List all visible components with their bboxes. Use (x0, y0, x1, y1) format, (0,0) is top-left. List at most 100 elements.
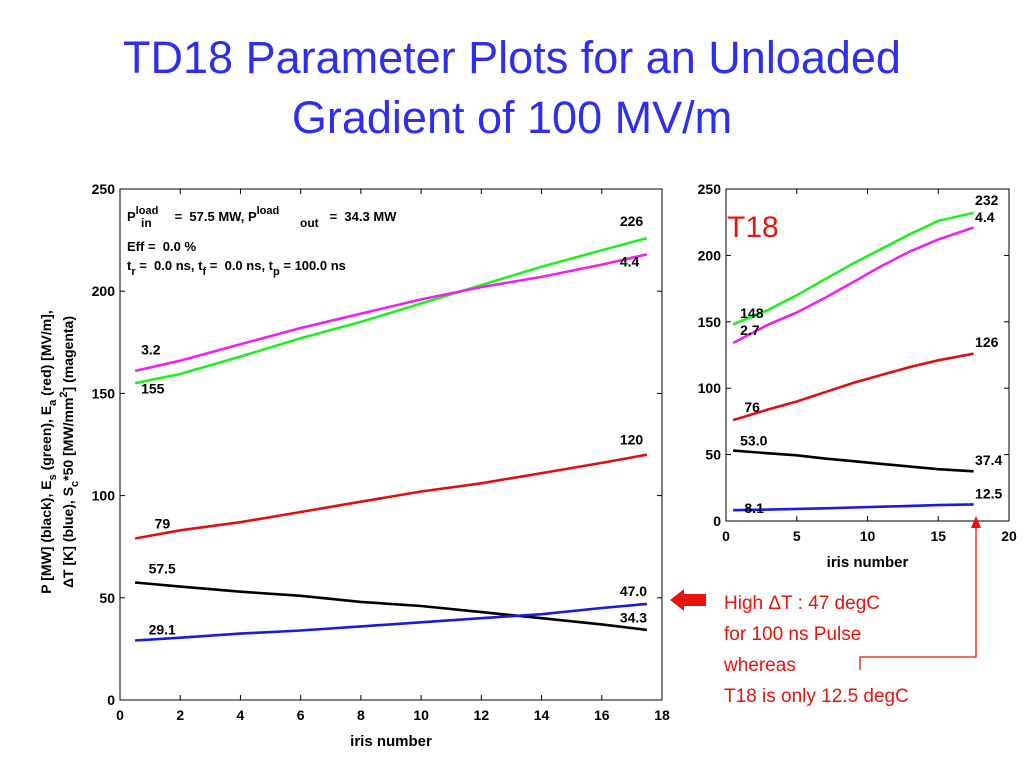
right-data-label: 2.7 (740, 322, 760, 338)
annotation-text: High ΔT : 47 degC for 100 ns Pulse where… (724, 588, 1004, 712)
ylabel2-part-d: 2 (58, 391, 70, 397)
connector-arrowhead-icon (971, 516, 981, 528)
left-xtick-label: 10 (413, 707, 429, 723)
right-xtick-label: 20 (1001, 528, 1017, 544)
ylabel1-part-c: (green), E (38, 406, 54, 474)
left-data-label: 34.3 (620, 609, 647, 625)
left-ytick-label: 150 (92, 385, 116, 401)
t-f-value: = 0.0 ns, (206, 258, 269, 273)
title-line-1: TD18 Parameter Plots for an Unloaded (123, 32, 901, 83)
ylabel1-part-e: (red) [MV/m], (38, 310, 54, 399)
right-ytick-label: 250 (698, 181, 722, 197)
p-out-sup: load (257, 205, 280, 217)
left-series-line-0 (134, 236, 648, 385)
right-ytick-label: 0 (713, 513, 721, 529)
left-data-label: 120 (620, 432, 644, 448)
left-series-line-2 (134, 453, 648, 540)
left-series-line-1 (134, 253, 648, 373)
left-xtick-label: 12 (474, 707, 490, 723)
ylabel2-part-a: ΔT [K] (blue), S (60, 487, 76, 588)
left-xtick-label: 8 (357, 707, 365, 723)
right-series-line-1 (732, 226, 975, 345)
right-data-label: 148 (740, 305, 764, 321)
right-ytick-label: 50 (705, 447, 721, 463)
t-r-sub: r (131, 266, 136, 278)
left-ytick-label: 250 (92, 181, 116, 197)
right-ytick-label: 150 (698, 314, 722, 330)
annotation-line-2: for 100 ns Pulse (724, 624, 862, 645)
right-xtick-label: 5 (793, 528, 801, 544)
slide-title: TD18 Parameter Plots for an Unloaded Gra… (0, 28, 1024, 148)
left-xtick-label: 2 (176, 707, 184, 723)
eff-label: Eff = 0.0 % (127, 239, 196, 254)
left-ylabel-line1: P [MW] (black), Es (green), Ea (red) [MV… (38, 310, 59, 593)
annotation-line-1: High ΔT : 47 degC (724, 593, 880, 614)
ylabel2-part-c: *50 [MW/mm (60, 398, 76, 481)
p-in-label: Pload in = 57.5 MW, Ploadout = 34.3 MW (127, 205, 397, 230)
p-in-sup: load (136, 205, 159, 217)
right-series-line-2 (732, 352, 974, 422)
p-in-value: = 57.5 MW, (171, 209, 248, 224)
t-f-main: t (198, 258, 203, 273)
right-series-line-3 (733, 449, 974, 473)
right-series-line-4 (733, 503, 974, 512)
left-xtick-label: 6 (297, 707, 305, 723)
left-ytick-label: 0 (107, 692, 115, 708)
p-out-sub: out (300, 216, 319, 230)
left-xtick-label: 4 (237, 707, 245, 723)
ylabel1-part-b: s (47, 474, 59, 480)
annotation-connector (859, 526, 977, 670)
left-data-label: 226 (620, 213, 644, 229)
right-data-label: 232 (975, 192, 999, 208)
right-series-line-0 (732, 211, 974, 326)
left-data-label: 3.2 (141, 342, 161, 358)
left-ytick-label: 200 (92, 283, 116, 299)
t-r-value: = 0.0 ns, (136, 258, 199, 273)
right-xtick-label: 0 (722, 528, 730, 544)
right-data-label: 126 (975, 334, 999, 350)
left-xtick-label: 16 (594, 707, 610, 723)
p-in-main: P (127, 209, 136, 224)
ylabel1-part-d: a (47, 399, 59, 406)
right-data-label: 12.5 (975, 485, 1002, 501)
t-p-sub: p (273, 266, 280, 278)
t-p-main: t (269, 258, 274, 273)
left-data-label: 29.1 (149, 622, 176, 638)
right-data-label: 8.1 (744, 500, 764, 516)
annotation-line-3: whereas (724, 655, 796, 676)
ylabel2-part-e: ] (magenta) (60, 316, 76, 391)
left-xtick-label: 0 (116, 707, 124, 723)
right-ytick-label: 200 (698, 247, 722, 263)
left-ytick-label: 100 (92, 488, 116, 504)
left-chart: 0 50 100 150 200 250 0 2 4 6 8 10 12 14 16 18 226 4.4 3.2 1… (92, 181, 670, 750)
left-data-label: 79 (155, 515, 171, 531)
p-out-value: = 34.3 MW (326, 209, 397, 224)
left-ytick-label: 50 (99, 590, 115, 606)
left-ylabel-line2: ΔT [K] (blue), Sc*50 [MW/mm2] (magenta) (58, 316, 81, 588)
left-xtick-label: 18 (654, 707, 670, 723)
left-data-label: 57.5 (149, 560, 176, 576)
annotation-line-4: T18 is only 12.5 degC (724, 686, 909, 707)
timing-label: tr = 0.0 ns, tf = 0.0 ns, tp = 100.0 ns (127, 258, 346, 278)
title-line-2: Gradient of 100 MV/m (291, 92, 733, 143)
left-series-line-4 (135, 602, 648, 642)
right-xlabel: iris number (827, 554, 909, 571)
t-r-main: t (127, 258, 132, 273)
left-series-line-3 (134, 581, 648, 632)
right-data-label: 4.4 (975, 209, 995, 225)
left-data-label: 155 (141, 380, 165, 396)
p-out-main: P (248, 209, 257, 224)
left-data-label: 4.4 (620, 254, 640, 270)
left-xlabel: iris number (350, 733, 432, 750)
ylabel1-part-a: P [MW] (black), E (38, 480, 54, 593)
right-data-label: 53.0 (740, 432, 767, 448)
highlight-arrow-icon (670, 589, 706, 611)
right-xtick-label: 15 (930, 528, 946, 544)
p-in-sub: in (141, 216, 152, 230)
right-xtick-label: 10 (860, 528, 876, 544)
t18-label: T18 (727, 211, 779, 244)
t-f-sub: f (202, 266, 206, 278)
right-data-label: 76 (744, 399, 760, 415)
